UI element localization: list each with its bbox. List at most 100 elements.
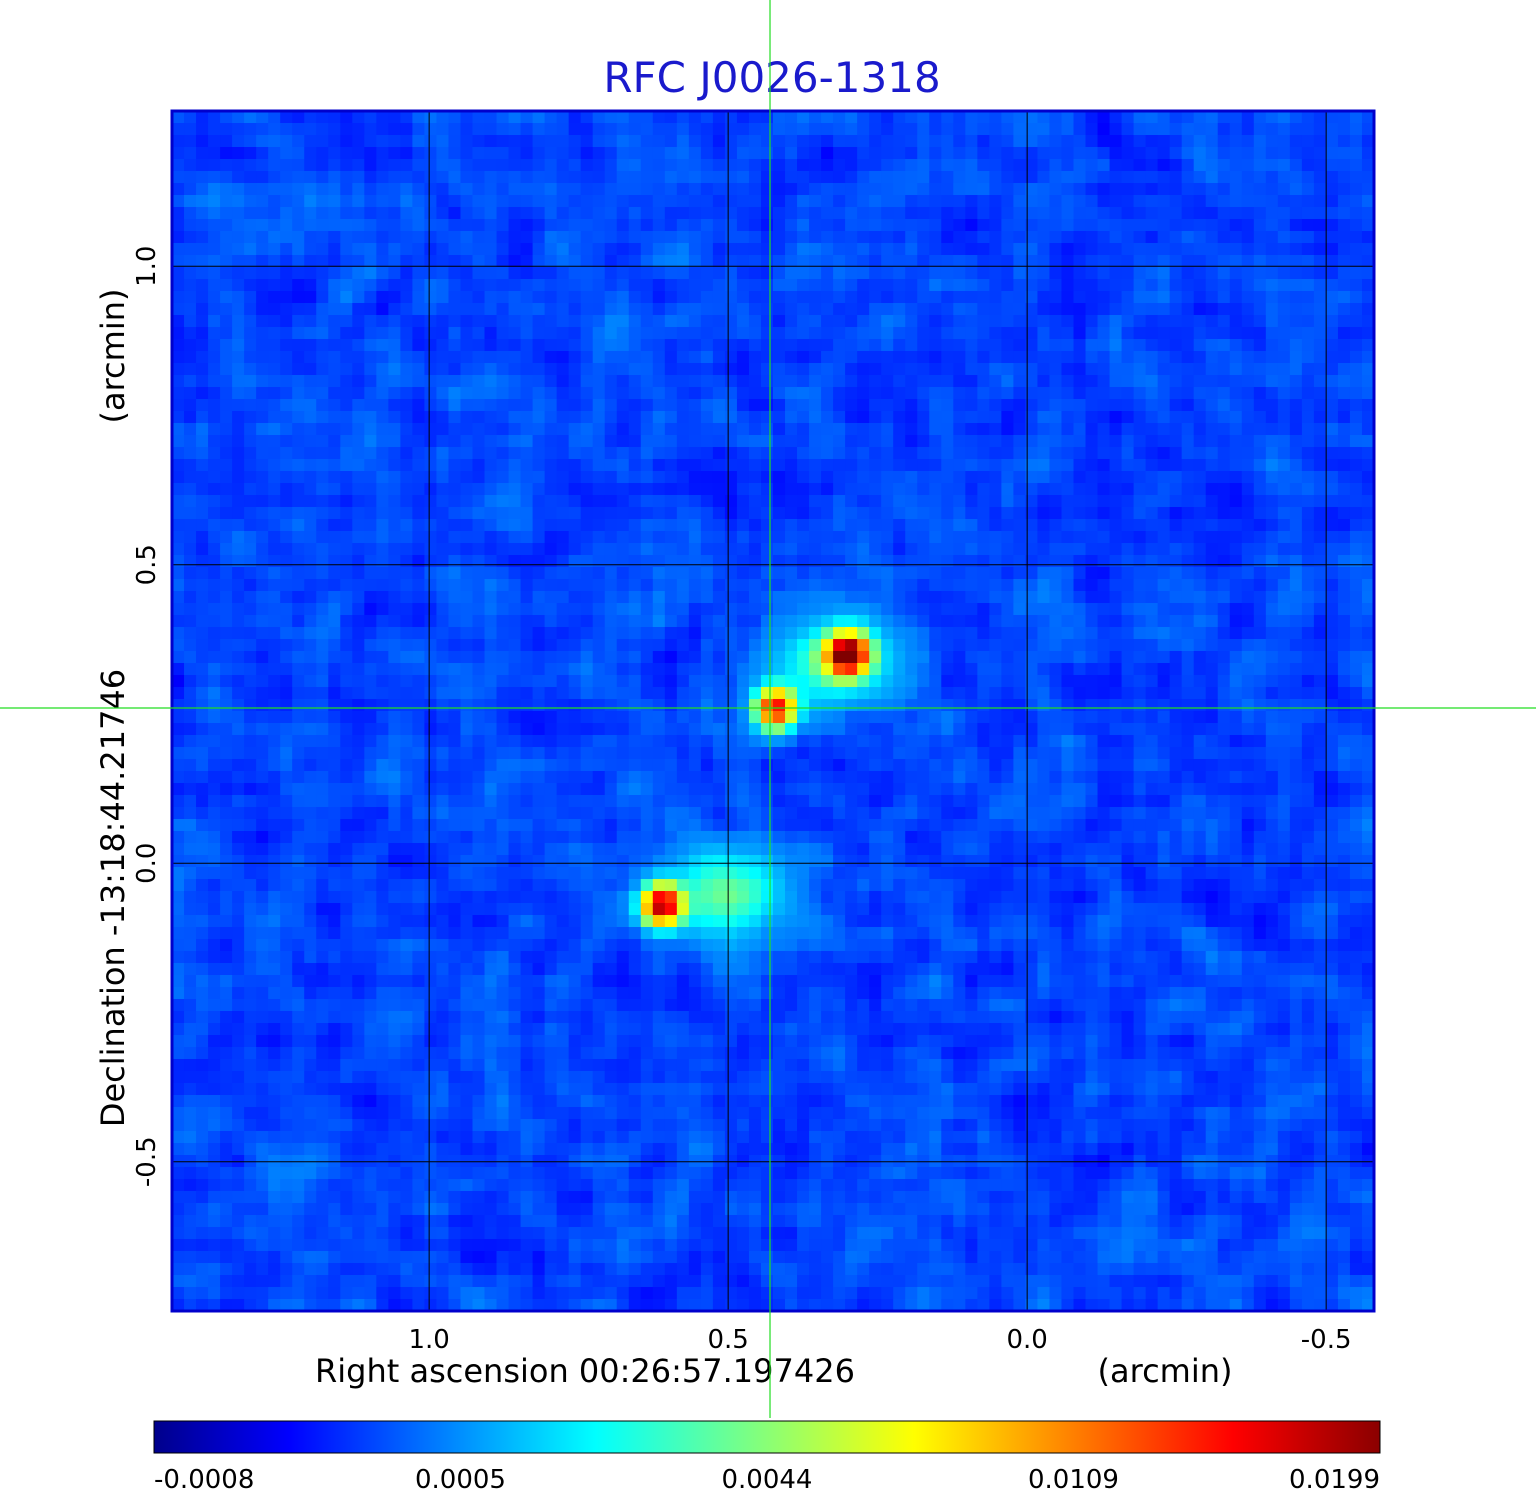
heatmap-cell bbox=[1253, 495, 1267, 508]
heatmap-cell bbox=[1253, 435, 1267, 448]
heatmap-cell bbox=[1349, 207, 1363, 220]
heatmap-cell bbox=[268, 207, 281, 220]
heatmap-cell bbox=[857, 231, 870, 244]
heatmap-cell bbox=[1145, 279, 1159, 292]
heatmap-cell bbox=[845, 255, 858, 268]
heatmap-cell bbox=[1193, 603, 1207, 616]
heatmap-cell bbox=[833, 639, 846, 652]
heatmap-cell bbox=[1181, 423, 1195, 436]
heatmap-cell bbox=[1205, 663, 1219, 676]
heatmap-cell bbox=[1253, 135, 1267, 148]
heatmap-cell bbox=[1085, 351, 1099, 364]
heatmap-cell bbox=[977, 639, 990, 652]
heatmap-cell bbox=[1289, 243, 1303, 256]
heatmap-cell bbox=[833, 351, 846, 364]
heatmap-cell bbox=[220, 519, 233, 532]
heatmap-cell bbox=[316, 171, 329, 184]
heatmap-cell bbox=[724, 687, 738, 700]
heatmap-cell bbox=[1133, 315, 1147, 328]
heatmap-cell bbox=[1121, 255, 1135, 268]
heatmap-cell bbox=[1205, 423, 1219, 436]
heatmap-cell bbox=[400, 183, 413, 196]
heatmap-cell bbox=[664, 603, 678, 616]
heatmap-cell bbox=[352, 495, 365, 508]
heatmap-cell bbox=[905, 291, 918, 304]
heatmap-cell bbox=[941, 123, 954, 136]
heatmap-cell bbox=[869, 291, 882, 304]
heatmap-cell bbox=[1181, 147, 1195, 160]
heatmap-cell bbox=[268, 135, 281, 148]
heatmap-cell bbox=[1073, 519, 1087, 532]
heatmap-cell bbox=[929, 615, 942, 628]
heatmap-cell bbox=[1241, 399, 1255, 412]
heatmap-cell bbox=[821, 543, 834, 556]
heatmap-cell bbox=[232, 279, 245, 292]
heatmap-cell bbox=[412, 159, 426, 172]
heatmap-cell bbox=[1181, 255, 1195, 268]
heatmap-cell bbox=[292, 375, 305, 388]
heatmap-cell bbox=[1289, 303, 1303, 316]
heatmap-cell bbox=[724, 615, 738, 628]
heatmap-cell bbox=[1361, 375, 1374, 388]
heatmap-cell bbox=[773, 147, 786, 160]
heatmap-cell bbox=[953, 651, 966, 664]
heatmap-cell bbox=[1013, 687, 1027, 700]
heatmap-cell bbox=[1013, 651, 1027, 664]
heatmap-cell bbox=[1001, 291, 1014, 304]
heatmap-cell bbox=[664, 399, 678, 412]
heatmap-cell bbox=[712, 135, 726, 148]
heatmap-cell bbox=[628, 435, 642, 448]
heatmap-cell bbox=[1241, 327, 1255, 340]
heatmap-cell bbox=[1097, 591, 1111, 604]
heatmap-cell bbox=[1361, 615, 1374, 628]
heatmap-cell bbox=[328, 327, 341, 340]
heatmap-cell bbox=[869, 279, 882, 292]
heatmap-cell bbox=[424, 591, 438, 604]
heatmap-cell bbox=[268, 375, 281, 388]
heatmap-cell bbox=[953, 351, 966, 364]
heatmap-cell bbox=[1205, 507, 1219, 520]
heatmap-cell bbox=[1097, 267, 1111, 280]
heatmap-cell bbox=[1301, 279, 1315, 292]
heatmap-cell bbox=[1217, 399, 1231, 412]
heatmap-cell bbox=[1253, 471, 1267, 484]
heatmap-cell bbox=[1073, 279, 1087, 292]
heatmap-cell bbox=[1085, 591, 1099, 604]
heatmap-cell bbox=[640, 123, 654, 136]
heatmap-cell bbox=[1253, 531, 1267, 544]
heatmap-cell bbox=[724, 171, 738, 184]
heatmap-cell bbox=[809, 555, 822, 568]
heatmap-cell bbox=[1001, 351, 1014, 364]
heatmap-cell bbox=[1025, 303, 1039, 316]
heatmap-cell bbox=[1277, 591, 1291, 604]
heatmap-cell bbox=[736, 411, 750, 424]
heatmap-cell bbox=[544, 519, 558, 532]
heatmap-cell bbox=[700, 279, 714, 292]
heatmap-cell bbox=[1265, 135, 1279, 148]
heatmap-cell bbox=[292, 327, 305, 340]
heatmap-cell bbox=[712, 363, 726, 376]
heatmap-cell bbox=[316, 663, 329, 676]
heatmap-cell bbox=[953, 339, 966, 352]
heatmap-cell bbox=[989, 135, 1002, 148]
heatmap-cell bbox=[1121, 351, 1135, 364]
heatmap-cell bbox=[1157, 291, 1171, 304]
heatmap-cell bbox=[364, 699, 377, 712]
heatmap-cell bbox=[1301, 471, 1315, 484]
heatmap-cell bbox=[580, 483, 594, 496]
heatmap-cell bbox=[724, 699, 738, 712]
heatmap-cell bbox=[1085, 471, 1099, 484]
heatmap-cell bbox=[400, 339, 413, 352]
heatmap-cell bbox=[1181, 387, 1195, 400]
heatmap-cell bbox=[496, 375, 510, 388]
heatmap-cell bbox=[388, 591, 401, 604]
heatmap-cell bbox=[1061, 159, 1075, 172]
heatmap-cell bbox=[893, 411, 906, 424]
heatmap-cell bbox=[1217, 483, 1231, 496]
heatmap-cell bbox=[568, 543, 582, 556]
heatmap-cell bbox=[1169, 627, 1183, 640]
heatmap-cell bbox=[172, 171, 185, 184]
heatmap-cell bbox=[400, 555, 413, 568]
heatmap-cell bbox=[809, 675, 822, 688]
heatmap-cell bbox=[881, 675, 894, 688]
